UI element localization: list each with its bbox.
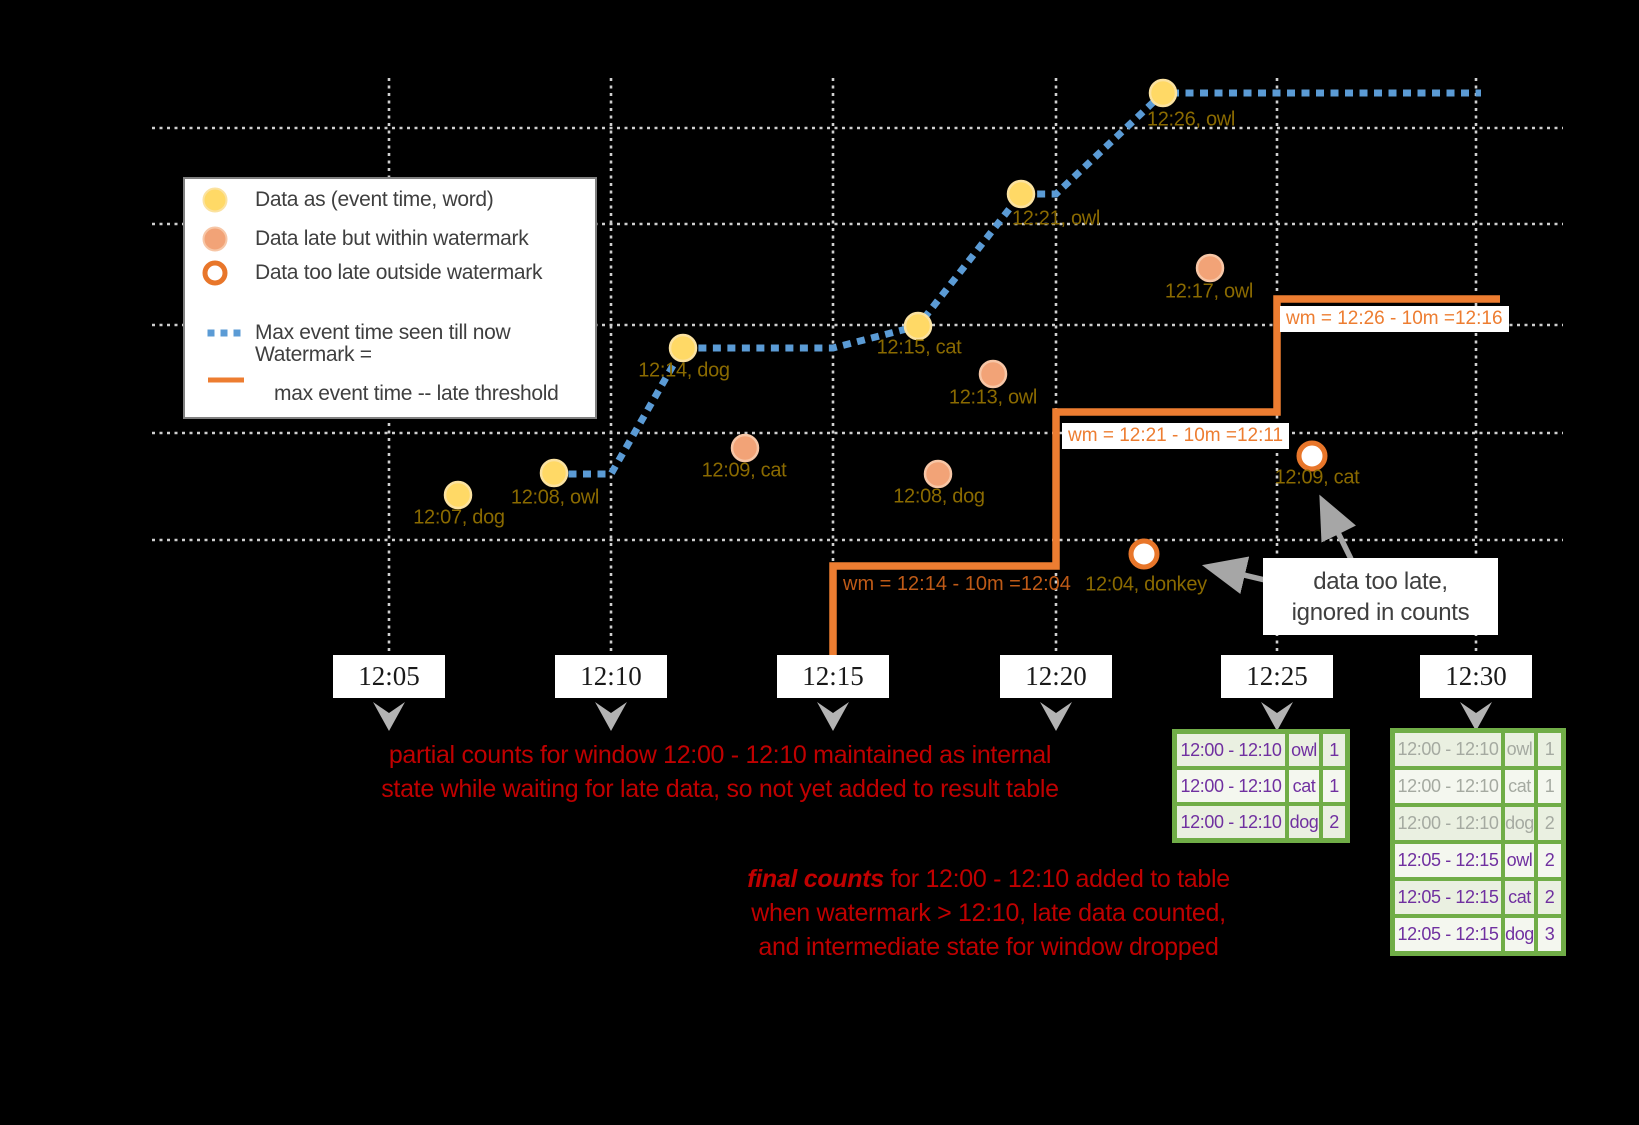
axis-label-12-15: 12:15 xyxy=(777,655,889,698)
word-cell: cat xyxy=(1505,770,1534,803)
data-point-12-21-owl xyxy=(1006,179,1036,209)
annotation-final-line2: when watermark > 12:10, late data counte… xyxy=(751,899,1226,927)
watermark-line xyxy=(829,295,1500,657)
legend: Data as (event time, word) Data late but … xyxy=(183,177,597,419)
data-point-12-26-owl xyxy=(1148,78,1178,108)
count-cell: 2 xyxy=(1323,806,1345,838)
axis-label-12-30: 12:30 xyxy=(1420,655,1532,698)
data-point-12-09-cat xyxy=(1296,440,1328,472)
axis-arrow-icon-12-30 xyxy=(1460,702,1492,731)
window-cell: 12:00 - 12:10 xyxy=(1395,807,1501,840)
axis-label-12-05: 12:05 xyxy=(333,655,445,698)
legend-label-3: Max event time seen till now xyxy=(255,321,511,344)
data-point-12-15-cat xyxy=(903,311,933,341)
data-point-label-12-04-donkey: 12:04, donkey xyxy=(1085,573,1207,596)
word-cell: cat xyxy=(1505,881,1534,914)
axis-arrow-icon-12-15 xyxy=(817,702,849,731)
count-cell: 2 xyxy=(1538,807,1561,840)
data-point-label-12-07-dog: 12:07, dog xyxy=(413,506,505,529)
count-cell: 1 xyxy=(1323,734,1345,766)
annotation-final-counts: final counts for 12:00 - 12:10 added to … xyxy=(700,862,1277,964)
data-point-label-12-08-owl: 12:08, owl xyxy=(510,486,600,509)
legend-label-5: max event time -- late threshold xyxy=(274,382,559,405)
data-point-12-09-cat xyxy=(730,433,760,463)
data-point-12-17-owl xyxy=(1195,253,1225,283)
too-late-note-line2: ignored in counts xyxy=(1291,598,1470,626)
word-cell: owl xyxy=(1289,734,1319,766)
watermark-step-label-1: wm = 12:21 - 10m =12:11 xyxy=(1062,423,1290,449)
data-point-label-12-08-dog: 12:08, dog xyxy=(893,485,985,508)
window-cell: 12:00 - 12:10 xyxy=(1395,733,1501,766)
count-cell: 1 xyxy=(1538,733,1561,766)
data-point-label-12-14-dog: 12:14, dog xyxy=(638,359,730,382)
window-cell: 12:05 - 12:15 xyxy=(1395,881,1501,914)
annotation-partial-line2: state while waiting for late data, so no… xyxy=(381,775,1059,803)
axis-arrow-icon-12-05 xyxy=(373,702,405,731)
data-point-label-12-17-owl: 12:17, owl xyxy=(1164,280,1254,303)
data-point-label-12-09-cat: 12:09, cat xyxy=(701,459,787,482)
window-cell: 12:05 - 12:15 xyxy=(1395,844,1501,877)
axis-arrow-icon-12-25 xyxy=(1261,702,1293,731)
data-point-label-12-13-owl: 12:13, owl xyxy=(948,386,1038,409)
count-cell: 3 xyxy=(1538,918,1561,951)
annotation-partial-counts: partial counts for window 12:00 - 12:10 … xyxy=(325,738,1115,806)
data-point-label-12-26-owl: 12:26, owl xyxy=(1146,108,1236,131)
annotation-final-emph: final counts xyxy=(747,865,884,893)
annotation-final-line1: final counts for 12:00 - 12:10 added to … xyxy=(700,862,1277,896)
word-cell: owl xyxy=(1505,733,1534,766)
word-cell: dog xyxy=(1505,918,1534,951)
legend-blue-icon xyxy=(207,329,247,337)
axis-label-12-10: 12:10 xyxy=(555,655,667,698)
data-point-12-07-dog xyxy=(443,480,473,510)
data-point-12-14-dog xyxy=(668,333,698,363)
window-cell: 12:00 - 12:10 xyxy=(1395,770,1501,803)
watermark-step-label-0: wm = 12:14 - 10m =12:04 xyxy=(843,573,1071,595)
too-late-note: data too late, ignored in counts xyxy=(1263,558,1498,635)
data-point-12-08-dog xyxy=(923,459,953,489)
axis-label-12-20: 12:20 xyxy=(1000,655,1112,698)
annotation-partial-line1: partial counts for window 12:00 - 12:10 … xyxy=(388,741,1052,769)
annotation-final-line3: and intermediate state for window droppe… xyxy=(758,933,1219,961)
result-table-partial: 12:00 - 12:10 owl 1 12:00 - 12:10 cat 1 12:00 … xyxy=(1172,729,1350,843)
count-cell: 2 xyxy=(1538,881,1561,914)
count-cell: 1 xyxy=(1323,770,1345,802)
window-cell: 12:00 - 12:10 xyxy=(1177,806,1285,838)
word-cell: cat xyxy=(1289,770,1319,802)
too-late-note-line1: data too late, xyxy=(1313,567,1448,595)
legend-label-4: Watermark = xyxy=(255,343,372,366)
legend-late-icon xyxy=(202,226,228,252)
result-table-final: 12:00 - 12:10 owl 1 12:00 - 12:10 cat 1 12:00 … xyxy=(1390,728,1566,956)
data-point-12-08-owl xyxy=(539,458,569,488)
max-event-time-line xyxy=(554,89,1481,478)
too-late-arrow-icon-1 xyxy=(1319,494,1357,561)
data-point-label-12-15-cat: 12:15, cat xyxy=(876,336,962,359)
legend-label-2: Data too late outside watermark xyxy=(255,261,543,284)
axis-arrow-icon-12-20 xyxy=(1040,702,1072,731)
word-cell: dog xyxy=(1505,807,1534,840)
count-cell: 2 xyxy=(1538,844,1561,877)
window-cell: 12:00 - 12:10 xyxy=(1177,770,1285,802)
window-cell: 12:05 - 12:15 xyxy=(1395,918,1501,951)
axis-label-12-25: 12:25 xyxy=(1221,655,1333,698)
legend-toolate-icon xyxy=(202,260,228,286)
watermark-step-label-2: wm = 12:26 - 10m =12:16 xyxy=(1280,306,1509,332)
count-cell: 1 xyxy=(1538,770,1561,803)
annotation-final-rest: for 12:00 - 12:10 added to table xyxy=(883,865,1231,893)
axis-arrow-icon-12-10 xyxy=(595,702,627,731)
word-cell: dog xyxy=(1289,806,1319,838)
data-point-label-12-21-owl: 12:21, owl xyxy=(1011,207,1101,230)
legend-label-1: Data late but within watermark xyxy=(255,227,529,250)
legend-ontime-icon xyxy=(202,187,228,213)
data-point-label-12-09-cat: 12:09, cat xyxy=(1274,466,1360,489)
word-cell: owl xyxy=(1505,844,1534,877)
window-cell: 12:00 - 12:10 xyxy=(1177,734,1285,766)
legend-label-0: Data as (event time, word) xyxy=(255,188,494,211)
legend-orange-icon xyxy=(208,377,244,383)
data-point-12-04-donkey xyxy=(1128,538,1160,570)
data-point-12-13-owl xyxy=(978,359,1008,389)
